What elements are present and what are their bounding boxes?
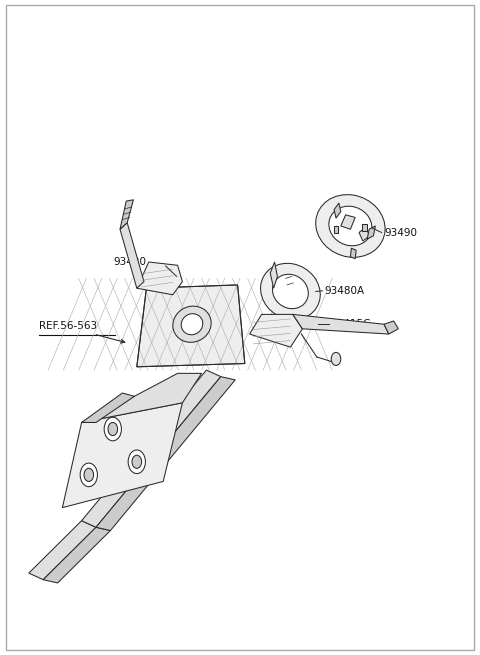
Polygon shape xyxy=(250,314,302,347)
Polygon shape xyxy=(120,200,133,229)
Ellipse shape xyxy=(273,274,308,309)
Text: 93415C: 93415C xyxy=(331,319,371,329)
Polygon shape xyxy=(137,285,245,367)
Polygon shape xyxy=(384,321,398,334)
Circle shape xyxy=(331,352,341,365)
Circle shape xyxy=(84,468,94,481)
Polygon shape xyxy=(82,373,202,422)
Polygon shape xyxy=(82,393,134,422)
Circle shape xyxy=(132,455,142,468)
Polygon shape xyxy=(43,527,110,583)
Polygon shape xyxy=(362,224,367,231)
Circle shape xyxy=(80,463,97,487)
Polygon shape xyxy=(137,262,182,295)
Ellipse shape xyxy=(181,314,203,335)
Polygon shape xyxy=(341,215,355,229)
Text: REF.56-563: REF.56-563 xyxy=(39,322,97,331)
Polygon shape xyxy=(359,227,370,241)
Polygon shape xyxy=(96,377,235,531)
Polygon shape xyxy=(29,521,96,580)
Polygon shape xyxy=(350,248,356,259)
Circle shape xyxy=(108,422,118,436)
Circle shape xyxy=(104,417,121,441)
Ellipse shape xyxy=(173,306,211,343)
Circle shape xyxy=(128,450,145,474)
Polygon shape xyxy=(270,262,277,288)
Polygon shape xyxy=(62,403,182,508)
Polygon shape xyxy=(293,314,389,334)
Ellipse shape xyxy=(261,263,320,320)
Ellipse shape xyxy=(316,195,385,257)
Text: 93490: 93490 xyxy=(384,227,417,238)
Polygon shape xyxy=(120,223,144,288)
Ellipse shape xyxy=(329,206,372,246)
Polygon shape xyxy=(367,226,375,239)
Polygon shape xyxy=(334,226,338,233)
Polygon shape xyxy=(82,370,221,527)
Text: 93480A: 93480A xyxy=(324,286,365,296)
Text: 93420: 93420 xyxy=(113,257,146,267)
Polygon shape xyxy=(334,203,341,218)
